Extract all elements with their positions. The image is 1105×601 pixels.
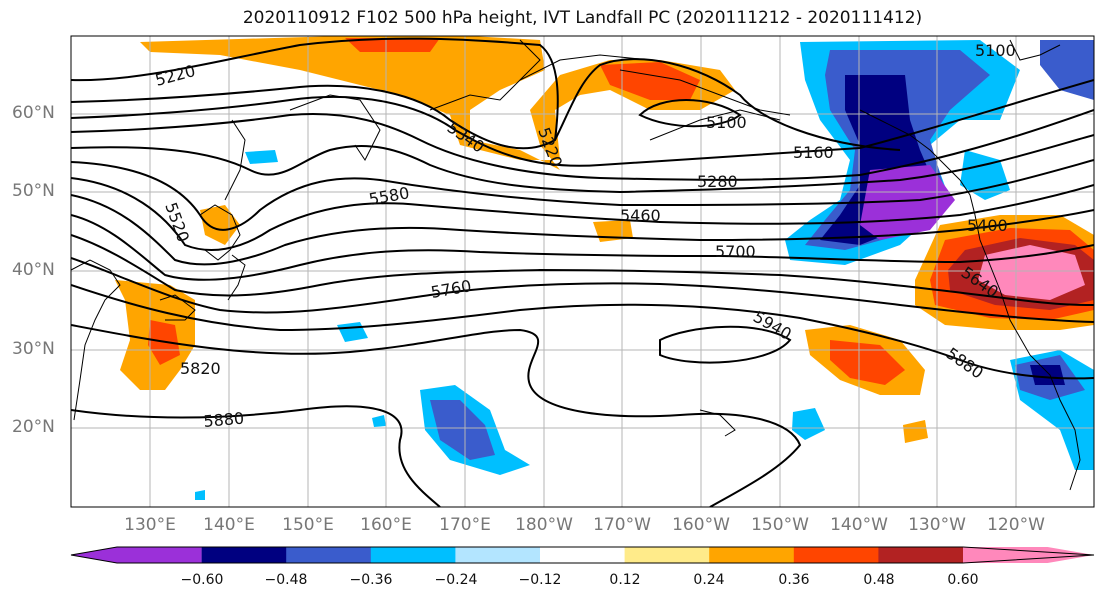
lon-label: 130°W [908, 515, 966, 535]
contour-label: 5280 [697, 172, 738, 191]
colorbar [70, 546, 1095, 564]
contour-label: 5820 [180, 359, 221, 378]
lat-label: 30°N [12, 339, 55, 359]
colorbar-segment [878, 547, 964, 563]
plot-frame [70, 35, 1095, 508]
contour-label: 5100 [975, 41, 1016, 60]
ivt-negative-region [430, 400, 495, 460]
colorbar-outline [70, 546, 1095, 564]
lon-label: 170°W [593, 515, 651, 535]
lon-label: 160°W [672, 515, 730, 535]
contour-label: 5100 [706, 113, 747, 132]
ivt-negative-region [1040, 40, 1094, 100]
lon-label: 150°E [282, 515, 334, 535]
contour-label: 5700 [715, 242, 756, 261]
ivt-positive-region [600, 62, 700, 100]
contour-label: 5400 [967, 216, 1008, 235]
colorbar-tick-label: 0.60 [947, 572, 979, 588]
ivt-positive-region [830, 340, 905, 385]
lat-label: 50°N [12, 181, 55, 201]
map-title: 2020110912 F102 500 hPa height, IVT Land… [242, 8, 923, 28]
colorbar-tick-label: −0.60 [180, 572, 224, 588]
lat-label: 40°N [12, 260, 55, 280]
lon-label: 120°W [987, 515, 1045, 535]
colorbar-segment [793, 547, 879, 563]
colorbar-segment [624, 547, 710, 563]
lon-label: 160°E [360, 515, 412, 535]
contour-label: 5880 [203, 409, 245, 431]
lat-label: 20°N [12, 417, 55, 437]
ivt-positive-region [140, 36, 735, 170]
colorbar-tick-label: 0.36 [778, 572, 810, 588]
colorbar-segment [963, 547, 1094, 563]
colorbar-tick-label: −0.36 [349, 572, 393, 588]
height-contours [71, 37, 1094, 507]
contour-label: 5160 [793, 143, 834, 162]
lon-label: 130°E [124, 515, 176, 535]
contour-label: 5460 [620, 206, 661, 225]
colorbar-tick-label: 0.12 [609, 572, 641, 588]
colorbar-tick-label: −0.48 [264, 572, 308, 588]
ivt-negative-region [372, 415, 386, 427]
colorbar-tick-label: −0.12 [518, 572, 562, 588]
lon-label: 150°W [751, 515, 809, 535]
lat-label: 60°N [12, 103, 55, 123]
ivt-positive-region [345, 38, 440, 52]
lon-label: 140°W [830, 515, 888, 535]
colorbar-tick-label: −0.24 [434, 572, 478, 588]
colorbar-segment [709, 547, 795, 563]
colorbar-segment [370, 547, 456, 563]
ivt-negative-region [195, 490, 205, 500]
ivt-negative-region [245, 150, 278, 164]
lon-label: 140°E [203, 515, 255, 535]
ivt-negative-region [1030, 365, 1065, 385]
colorbar-segment [71, 547, 202, 563]
colorbar-tick-label: 0.48 [863, 572, 895, 588]
colorbar-segment [455, 547, 541, 563]
colorbar-segment [540, 547, 626, 563]
ivt-positive-region [200, 205, 240, 245]
coastlines [71, 39, 1081, 491]
colorbar-segment [201, 547, 287, 563]
lon-label: 170°E [439, 515, 491, 535]
ivt-negative-region [792, 408, 825, 440]
ivt-positive-region [903, 420, 928, 443]
lon-label: 180°W [515, 515, 573, 535]
colorbar-segment [286, 547, 372, 563]
colorbar-tick-label: 0.24 [693, 572, 725, 588]
